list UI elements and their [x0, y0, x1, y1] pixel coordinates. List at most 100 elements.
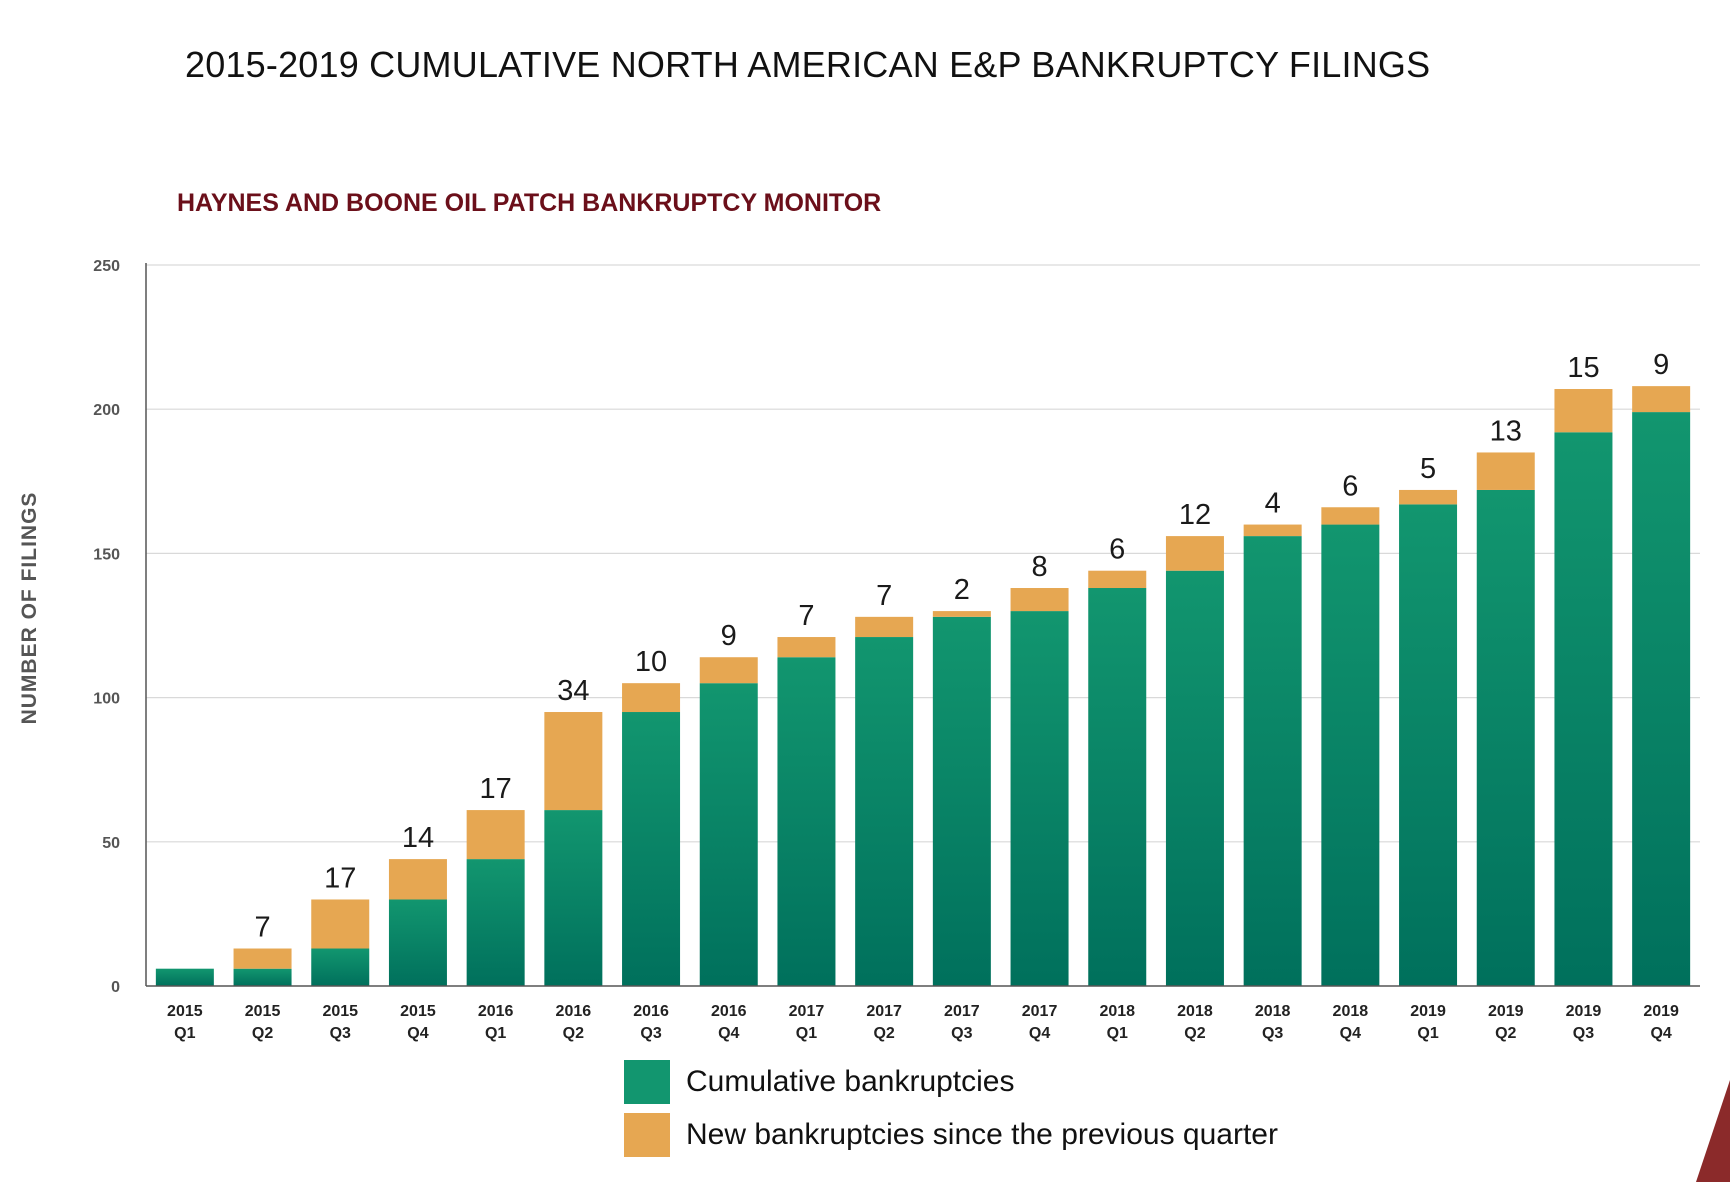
y-tick-label: 100 — [93, 691, 120, 708]
legend-item-cumulative: Cumulative bankruptcies — [624, 1060, 1278, 1104]
data-label: 12 — [1179, 499, 1211, 531]
bar-new — [932, 611, 991, 617]
bar-new — [855, 616, 914, 638]
x-tick-quarter: Q2 — [873, 1025, 894, 1042]
data-labels: 7 17 14 17 34 10 9 7 7 2 8 6 12 4 6 5 13 15 9 — [254, 349, 1669, 943]
x-tick-year: 2018 — [1333, 1003, 1369, 1020]
bar-chart: 0 50 100 150 200 250 2015 Q1 2015 Q2 2015 Q3 2015 Q4 2… — [18, 258, 1700, 1042]
x-tick-quarter: Q1 — [796, 1025, 817, 1042]
bar-new — [699, 657, 758, 684]
x-tick-year: 2018 — [1177, 1003, 1213, 1020]
bars — [155, 386, 1691, 987]
data-label: 9 — [1653, 349, 1669, 381]
bar-cumulative — [466, 859, 525, 986]
bar-cumulative — [699, 683, 758, 986]
x-tick-quarter: Q4 — [1340, 1025, 1361, 1042]
x-tick-year: 2016 — [478, 1003, 514, 1020]
bar-cumulative — [388, 899, 447, 986]
data-label: 17 — [324, 862, 356, 894]
legend-item-new: New bankruptcies since the previous quar… — [624, 1113, 1278, 1157]
legend-swatch-cumulative — [624, 1060, 670, 1104]
chart-title: 2015-2019 CUMULATIVE NORTH AMERICAN E&P … — [185, 44, 1431, 85]
bar-cumulative — [233, 968, 292, 986]
x-tick-year: 2019 — [1488, 1003, 1524, 1020]
legend-label-cumulative: Cumulative bankruptcies — [686, 1065, 1015, 1098]
bar-cumulative — [544, 810, 603, 986]
data-label: 15 — [1567, 352, 1599, 384]
data-label: 7 — [798, 600, 814, 632]
bar-new — [622, 683, 681, 713]
data-label: 7 — [876, 580, 892, 612]
x-tick-quarter: Q3 — [1262, 1025, 1283, 1042]
x-tick-year: 2015 — [167, 1003, 203, 1020]
data-label: 7 — [254, 912, 270, 944]
x-tick-year: 2017 — [944, 1003, 980, 1020]
x-tick-year: 2015 — [322, 1003, 358, 1020]
bar-new — [1632, 386, 1691, 413]
x-tick-quarter: Q1 — [1417, 1025, 1438, 1042]
bar-cumulative — [1399, 504, 1458, 986]
chart-subtitle: HAYNES AND BOONE OIL PATCH BANKRUPTCY MO… — [177, 189, 882, 217]
x-tick-quarter: Q2 — [252, 1025, 273, 1042]
bar-new — [544, 712, 603, 811]
bar-cumulative — [1165, 570, 1224, 986]
x-tick-year: 2015 — [400, 1003, 436, 1020]
x-tick-quarter: Q2 — [1184, 1025, 1205, 1042]
data-label: 2 — [954, 574, 970, 606]
bar-new — [1399, 489, 1458, 505]
legend: Cumulative bankruptcies New bankruptcies… — [624, 1060, 1278, 1166]
y-tick-label: 200 — [93, 402, 120, 419]
bar-new — [1476, 452, 1535, 490]
x-tick-year: 2019 — [1410, 1003, 1446, 1020]
data-label: 14 — [402, 822, 434, 854]
corner-decoration — [1696, 1080, 1730, 1182]
x-tick-year: 2019 — [1566, 1003, 1602, 1020]
bar-new — [1010, 588, 1069, 612]
x-tick-quarter: Q1 — [1107, 1025, 1128, 1042]
bar-cumulative — [155, 968, 214, 986]
bar-cumulative — [622, 712, 681, 986]
y-axis-label: NUMBER OF FILINGS — [18, 492, 41, 725]
x-tick-quarter: Q2 — [1495, 1025, 1516, 1042]
y-tick-label: 250 — [93, 258, 120, 275]
gridlines — [146, 264, 1700, 843]
data-label: 17 — [480, 773, 512, 805]
axes: 0 50 100 150 200 250 2015 Q1 2015 Q2 2015 Q3 2015 Q4 2… — [93, 258, 1700, 1042]
x-tick-quarter: Q3 — [1573, 1025, 1594, 1042]
x-tick-quarter: Q4 — [1650, 1025, 1671, 1042]
bar-cumulative — [1243, 536, 1302, 986]
x-tick-quarter: Q3 — [640, 1025, 661, 1042]
data-label: 13 — [1490, 415, 1522, 447]
bar-cumulative — [1010, 611, 1069, 986]
bar-cumulative — [1088, 588, 1147, 986]
data-label: 8 — [1031, 551, 1047, 583]
data-label: 5 — [1420, 453, 1436, 485]
x-tick-quarter: Q4 — [718, 1025, 739, 1042]
corner-accent-shape — [1696, 1080, 1730, 1182]
data-label: 6 — [1342, 470, 1358, 502]
bar-new — [1165, 536, 1224, 571]
x-tick-year: 2016 — [556, 1003, 592, 1020]
x-tick-year: 2017 — [789, 1003, 825, 1020]
bar-new — [388, 859, 447, 900]
bar-new — [233, 948, 292, 969]
bar-cumulative — [1632, 412, 1691, 987]
x-tick-quarter: Q1 — [174, 1025, 195, 1042]
bar-new — [1321, 507, 1380, 525]
bar-cumulative — [777, 657, 836, 986]
bar-new — [466, 810, 525, 860]
x-tick-year: 2018 — [1255, 1003, 1291, 1020]
data-label: 9 — [721, 620, 737, 652]
bar-new — [311, 899, 370, 949]
bar-cumulative — [855, 637, 914, 986]
data-label: 6 — [1109, 534, 1125, 566]
x-tick-quarter: Q2 — [563, 1025, 584, 1042]
x-tick-year: 2017 — [1022, 1003, 1058, 1020]
x-tick-year: 2018 — [1099, 1003, 1135, 1020]
bar-new — [1554, 389, 1613, 433]
y-tick-label: 0 — [111, 979, 120, 996]
bar-cumulative — [1476, 489, 1535, 986]
bar-cumulative — [1321, 524, 1380, 986]
x-tick-year: 2015 — [245, 1003, 281, 1020]
bar-new — [1243, 524, 1302, 537]
